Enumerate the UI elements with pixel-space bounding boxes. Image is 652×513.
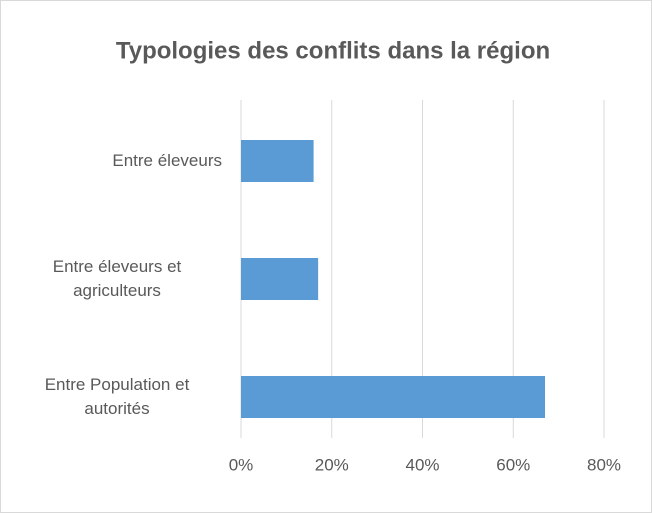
x-tick-label: 0% bbox=[229, 455, 254, 474]
y-tick-label-box: Entre Population et autorités bbox=[12, 373, 222, 421]
y-tick-label-box: Entre éleveurs et agriculteurs bbox=[12, 255, 222, 303]
y-tick-label-box: Entre éleveurs bbox=[12, 149, 222, 173]
bar bbox=[241, 376, 546, 418]
x-tick-label: 60% bbox=[496, 455, 530, 474]
chart-title: Typologies des conflits dans la région bbox=[116, 37, 550, 64]
y-tick-label: Entre éleveurs et agriculteurs bbox=[52, 257, 182, 300]
bar bbox=[241, 258, 319, 300]
bar bbox=[241, 140, 314, 182]
x-tick-label: 80% bbox=[587, 455, 621, 474]
x-tick-label: 20% bbox=[315, 455, 349, 474]
y-tick-label: Entre Population et autorités bbox=[44, 375, 190, 418]
x-tick-label: 40% bbox=[405, 455, 439, 474]
y-tick-label: Entre éleveurs bbox=[112, 151, 222, 170]
